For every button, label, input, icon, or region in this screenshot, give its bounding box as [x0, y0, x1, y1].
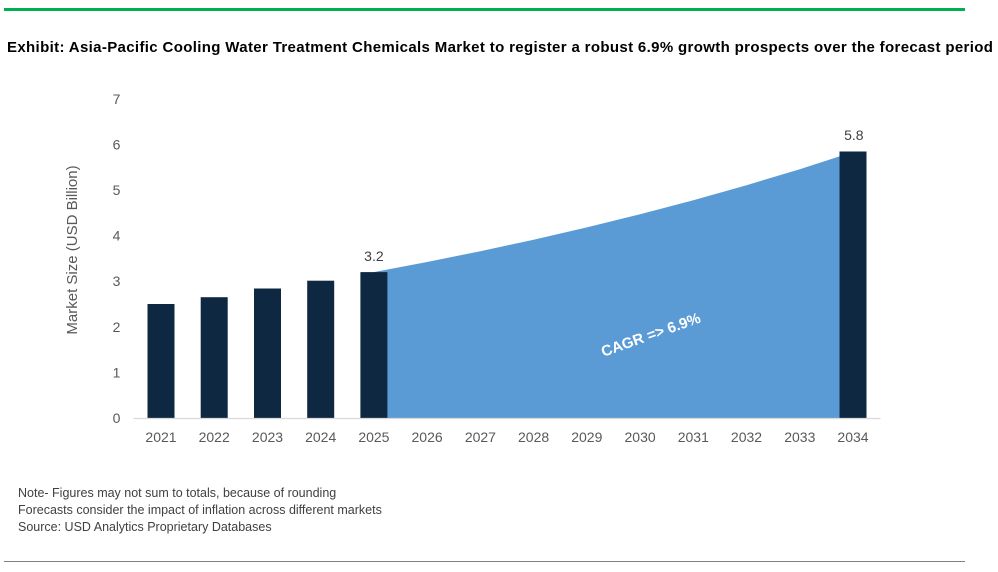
svg-text:2031: 2031: [678, 429, 709, 445]
svg-text:0: 0: [113, 410, 121, 426]
svg-text:2024: 2024: [305, 429, 336, 445]
svg-text:3.2: 3.2: [364, 248, 384, 264]
svg-text:2027: 2027: [465, 429, 496, 445]
svg-text:2: 2: [113, 319, 121, 335]
svg-text:5.8: 5.8: [844, 127, 864, 143]
svg-text:6: 6: [113, 136, 121, 152]
svg-text:5: 5: [113, 182, 121, 198]
svg-text:2029: 2029: [571, 429, 602, 445]
svg-text:2022: 2022: [199, 429, 230, 445]
svg-text:2034: 2034: [837, 429, 868, 445]
svg-text:2026: 2026: [412, 429, 443, 445]
svg-text:2032: 2032: [731, 429, 762, 445]
svg-text:4: 4: [113, 228, 121, 244]
svg-text:2023: 2023: [252, 429, 283, 445]
svg-text:1: 1: [113, 364, 121, 380]
svg-text:Market Size (USD Billion): Market Size (USD Billion): [64, 165, 81, 334]
svg-text:2028: 2028: [518, 429, 549, 445]
svg-text:2030: 2030: [625, 429, 656, 445]
svg-text:7: 7: [113, 91, 121, 107]
svg-text:2025: 2025: [358, 429, 389, 445]
svg-text:3: 3: [113, 273, 121, 289]
svg-text:2021: 2021: [145, 429, 176, 445]
svg-text:2033: 2033: [784, 429, 815, 445]
